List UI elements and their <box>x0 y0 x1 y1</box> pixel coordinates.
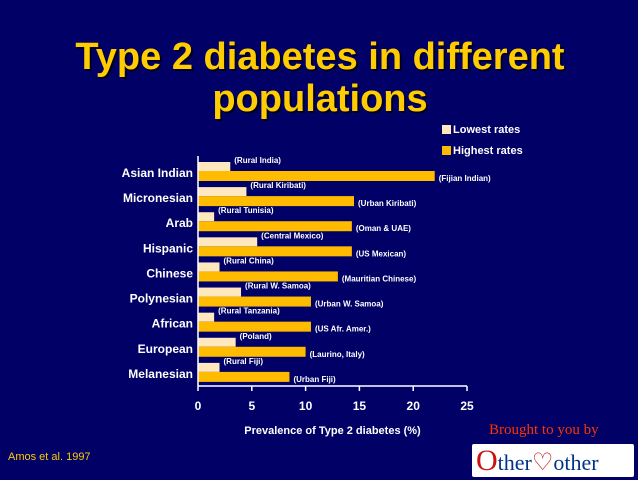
heart-icon: ♡ <box>531 450 554 476</box>
bar-lowest <box>198 237 258 247</box>
x-tick-label: 20 <box>407 399 421 413</box>
bar-label-lowest: (Rural India) <box>234 156 281 165</box>
brand-logo: Other♡other <box>472 444 634 477</box>
x-tick-label: 25 <box>460 399 474 413</box>
bar-label-highest: (Laurino, Italy) <box>310 350 365 359</box>
bar-label-highest: (Urban W. Samoa) <box>315 300 384 309</box>
logo-text-1: ther <box>497 450 532 475</box>
bar-label-lowest: (Rural China) <box>224 256 275 265</box>
logo-text-2: other <box>553 450 599 475</box>
category-label: Asian Indian <box>122 166 193 180</box>
bar-highest <box>198 171 435 181</box>
bar-highest <box>198 321 311 332</box>
bar-highest <box>198 346 306 357</box>
bar-lowest <box>198 287 242 297</box>
category-label: Chinese <box>146 266 193 280</box>
bar-lowest <box>198 187 247 197</box>
bar-label-highest: (Urban Kiribati) <box>358 199 417 208</box>
legend-item-highest: Highest rates <box>442 145 523 157</box>
legend-swatch-highest <box>442 146 451 155</box>
category-label: European <box>138 342 193 356</box>
bar-label-lowest: (Rural Fiji) <box>224 357 264 366</box>
x-tick-label: 5 <box>248 399 255 413</box>
category-label: Micronesian <box>123 191 193 205</box>
legend-item-lowest: Lowest rates <box>442 124 520 136</box>
x-tick-label: 10 <box>299 399 313 413</box>
x-axis-label: Prevalence of Type 2 diabetes (%) <box>244 425 421 437</box>
bar-lowest <box>198 262 220 272</box>
bar-label-lowest: (Rural W. Samoa) <box>245 282 311 291</box>
bar-label-lowest: (Rural Tunisia) <box>218 206 274 215</box>
bar-highest <box>198 221 352 232</box>
bar-lowest <box>198 312 215 322</box>
bar-label-highest: (US Afr. Amer.) <box>315 325 371 334</box>
chart-title: Type 2 diabetes in different populations <box>75 36 565 120</box>
bar-highest <box>198 196 355 207</box>
bar-label-highest: (Fijian Indian) <box>439 174 491 183</box>
bar-label-lowest: (Central Mexico) <box>261 231 324 240</box>
category-label: Arab <box>166 216 193 230</box>
bar-label-highest: (US Mexican) <box>356 249 407 258</box>
logo-o-glyph: O <box>476 444 498 477</box>
legend-swatch-lowest <box>442 125 451 134</box>
bar-label-highest: (Urban Fiji) <box>293 375 336 384</box>
bar-lowest <box>198 212 215 222</box>
brought-to-you-text: Brought to you by <box>489 422 599 438</box>
legend-label-lowest: Lowest rates <box>453 124 521 136</box>
bar-lowest <box>198 362 220 372</box>
bar-label-lowest: (Poland) <box>240 332 272 341</box>
citation: Amos et al. 1997 <box>8 451 91 463</box>
bar-label-lowest: (Rural Tanzania) <box>218 307 280 316</box>
legend-label-highest: Highest rates <box>453 145 523 157</box>
bar-highest <box>198 296 311 307</box>
bar-lowest <box>198 162 231 171</box>
bar-lowest <box>198 337 236 347</box>
bar-label-highest: (Oman & UAE) <box>356 224 411 233</box>
category-label: Hispanic <box>143 241 193 255</box>
bar-label-highest: (Mauritian Chinese) <box>342 274 417 283</box>
x-tick-label: 15 <box>353 399 367 413</box>
x-tick-label: 0 <box>195 399 202 413</box>
bar-label-lowest: (Rural Kiribati) <box>250 181 306 190</box>
category-label: African <box>152 317 193 331</box>
bar-highest <box>198 271 338 282</box>
category-label: Melanesian <box>128 367 193 381</box>
category-label: Polynesian <box>130 292 193 306</box>
bar-highest <box>198 371 290 382</box>
bar-highest <box>198 246 352 257</box>
